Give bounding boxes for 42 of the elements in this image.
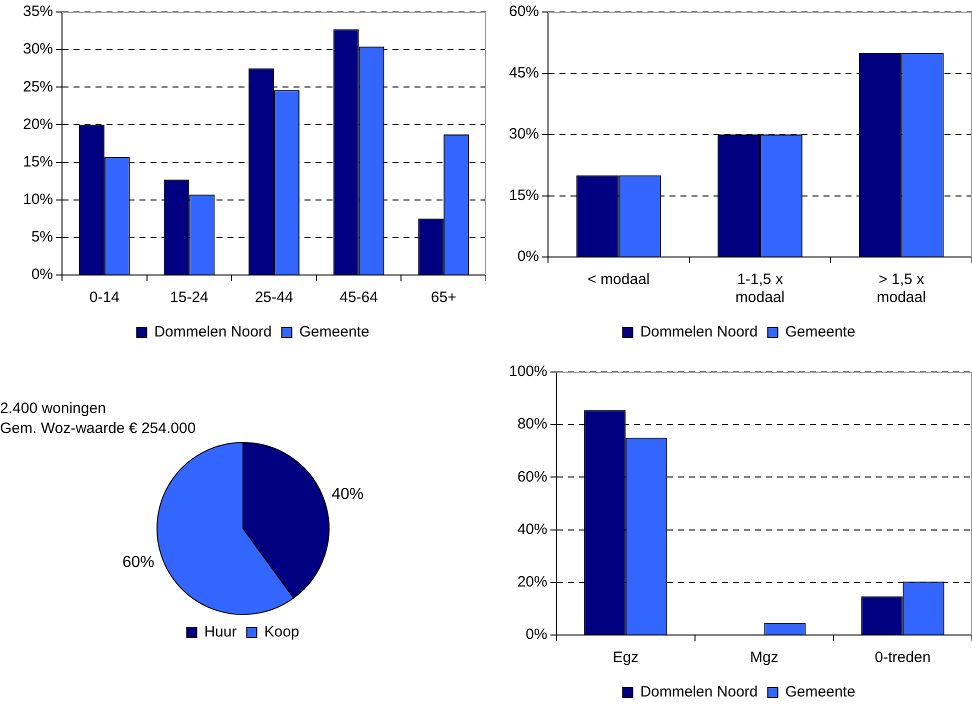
legend-label: Gemeente (785, 324, 856, 341)
x-tick-label: Mgz (750, 649, 778, 666)
x-tick-label: 65+ (430, 289, 457, 306)
y-tick-label: 20% (22, 116, 54, 133)
y-tick-label: 0% (31, 266, 54, 284)
y-tick-label: 100% (508, 363, 548, 380)
x-tick-label: < modaal (588, 271, 650, 288)
x-tick-label: 15-24 (170, 289, 208, 306)
legend-label: Dommelen Noord (640, 324, 758, 341)
x-tick-label: Egz (612, 649, 639, 666)
y-tick-label: 45% (508, 64, 540, 82)
y-tick-label: 25% (22, 78, 54, 96)
y-tick-label: 40% (517, 520, 548, 538)
x-tick-label: 0-treden (874, 649, 931, 666)
y-tick-label: 60% (508, 3, 540, 20)
y-tick-label: 60% (517, 468, 548, 486)
y-tick-label: 30% (508, 126, 540, 143)
legend-label: Dommelen Noord (640, 684, 758, 701)
y-tick-label: 15% (508, 186, 540, 204)
y-tick-label: 20% (517, 574, 548, 591)
legend-label: Huur (204, 624, 237, 641)
y-tick-label: 5% (31, 228, 54, 246)
legend-label: Koop (264, 624, 300, 641)
x-tick-label: 1-1,5 x modaal (735, 271, 785, 306)
chart-title: 2.400 woningen (0, 400, 106, 418)
x-tick-label: 25-44 (254, 289, 294, 306)
legend-label: Gemeente (785, 684, 856, 701)
y-tick-label: 10% (22, 191, 54, 208)
data-label: 40% (332, 486, 364, 503)
legend-label: Dommelen Noord (154, 324, 272, 341)
y-tick-label: 80% (517, 416, 548, 433)
y-tick-label: 15% (22, 153, 54, 170)
y-tick-label: 35% (22, 3, 54, 20)
chart-subtitle: Gem. Woz-waarde € 254.000 (0, 420, 196, 438)
x-tick-label: 45-64 (340, 289, 378, 306)
legend-label: Gemeente (299, 324, 370, 341)
x-tick-label: 0-14 (89, 289, 120, 306)
data-label: 60% (122, 554, 154, 571)
y-tick-label: 30% (22, 40, 54, 58)
x-tick-label: > 1,5 x modaal (876, 271, 926, 306)
y-tick-label: 0% (517, 248, 540, 266)
y-tick-label: 0% (526, 626, 548, 644)
